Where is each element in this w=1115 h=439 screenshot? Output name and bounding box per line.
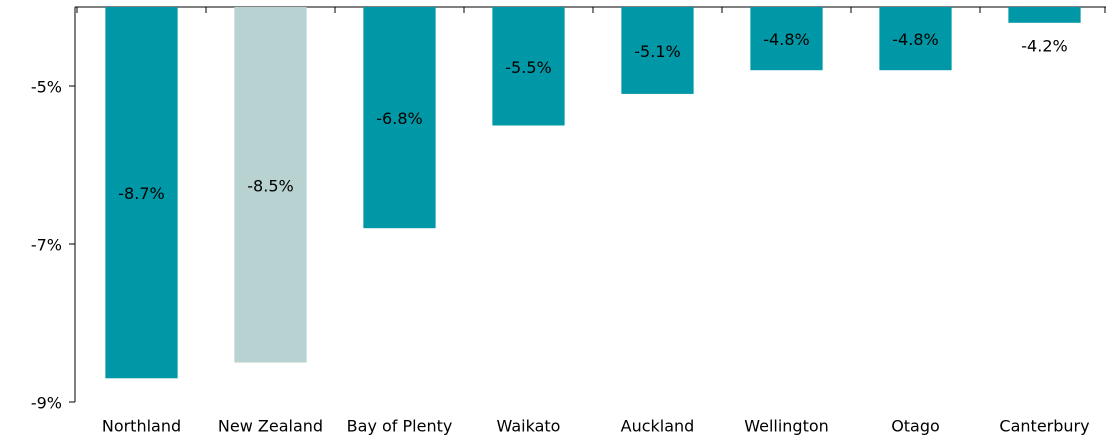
data-label: -5.1% (634, 42, 680, 61)
bar (750, 7, 823, 71)
x-tick-label: New Zealand (218, 417, 323, 436)
y-tick-label: -7% (31, 236, 62, 255)
x-tick-label: Northland (102, 417, 181, 436)
data-label: -4.2% (1021, 36, 1067, 55)
x-tick-label: Auckland (621, 417, 695, 436)
data-label: -8.5% (247, 176, 293, 195)
x-tick-label: Canterbury (999, 417, 1089, 436)
x-tick-label: Waikato (497, 417, 561, 436)
data-label: -5.5% (505, 58, 551, 77)
bar (492, 7, 565, 126)
y-tick-label: -9% (31, 394, 62, 413)
data-label: -4.8% (763, 30, 809, 49)
data-label: -6.8% (376, 109, 422, 128)
bar (234, 7, 307, 363)
bar (105, 7, 178, 379)
bar (363, 7, 436, 229)
y-tick-label: -5% (31, 78, 62, 97)
bar (1008, 7, 1081, 23)
x-tick-label: Otago (891, 417, 940, 436)
data-label: -8.7% (118, 184, 164, 203)
bar (621, 7, 694, 94)
bar (879, 7, 952, 71)
x-tick-label: Bay of Plenty (347, 417, 453, 436)
data-label: -4.8% (892, 30, 938, 49)
x-tick-label: Wellington (744, 417, 829, 436)
